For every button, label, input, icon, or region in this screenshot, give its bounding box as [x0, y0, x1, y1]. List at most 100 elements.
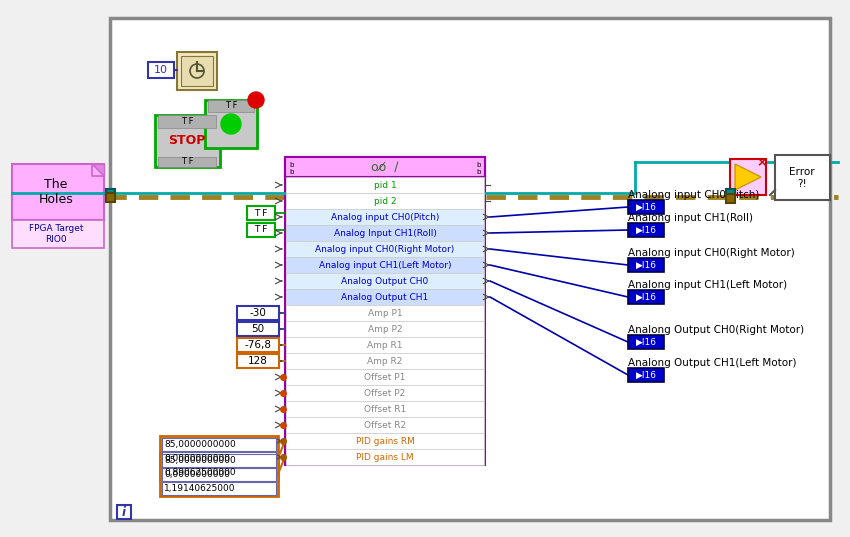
Text: pid 2: pid 2: [374, 197, 396, 206]
Bar: [181, 56, 213, 86]
Bar: [158, 115, 216, 128]
Text: 85,0000000000: 85,0000000000: [164, 439, 235, 448]
Bar: [208, 100, 254, 112]
Text: Offset P2: Offset P2: [365, 388, 405, 397]
Text: ▶I16: ▶I16: [636, 293, 656, 301]
Text: Offset P1: Offset P1: [365, 373, 405, 381]
Text: Analog Input CH1(Roll): Analog Input CH1(Roll): [333, 229, 436, 237]
Text: Amp R2: Amp R2: [367, 357, 403, 366]
Bar: [628, 258, 664, 272]
Bar: [730, 159, 766, 195]
Bar: [12, 164, 104, 220]
Text: 0,0000000000: 0,0000000000: [164, 469, 230, 478]
Bar: [628, 200, 664, 214]
Text: FPGA Target
RIO0: FPGA Target RIO0: [29, 224, 83, 244]
Text: i: i: [122, 505, 126, 519]
Text: Analong Output CH1(Left Motor): Analong Output CH1(Left Motor): [628, 358, 796, 368]
Bar: [628, 335, 664, 349]
Bar: [237, 354, 279, 368]
Text: Analong input CH1(Left Motor): Analong input CH1(Left Motor): [628, 280, 787, 290]
Text: b
b: b b: [289, 162, 293, 175]
Bar: [117, 505, 131, 519]
Bar: [286, 353, 484, 369]
Text: ×: ×: [756, 156, 768, 170]
Text: The
Holes: The Holes: [38, 178, 73, 206]
Polygon shape: [735, 164, 761, 190]
Bar: [162, 466, 276, 479]
Bar: [286, 337, 484, 353]
Bar: [286, 321, 484, 337]
Bar: [628, 223, 664, 237]
Bar: [237, 306, 279, 320]
Bar: [286, 241, 484, 257]
Bar: [286, 209, 484, 225]
Text: Analog Output CH1: Analog Output CH1: [342, 293, 428, 301]
Bar: [160, 436, 278, 480]
Bar: [286, 417, 484, 433]
Bar: [106, 193, 115, 202]
Bar: [286, 273, 484, 289]
Text: T F: T F: [254, 208, 268, 217]
Bar: [162, 454, 276, 467]
Bar: [285, 157, 485, 177]
Circle shape: [221, 114, 241, 134]
Text: Analong input CH1(Roll): Analong input CH1(Roll): [628, 213, 753, 223]
Text: PID gains LM: PID gains LM: [356, 453, 414, 461]
Bar: [286, 369, 484, 385]
Text: Analog input CH0(Pitch): Analog input CH0(Pitch): [331, 213, 439, 221]
Text: STOP: STOP: [168, 134, 206, 148]
Bar: [286, 225, 484, 241]
Text: Analog input CH0(Right Motor): Analog input CH0(Right Motor): [315, 244, 455, 253]
Text: Amp R1: Amp R1: [367, 340, 403, 350]
Text: 85,0000000000: 85,0000000000: [164, 455, 235, 465]
Bar: [158, 157, 216, 167]
Bar: [286, 305, 484, 321]
Bar: [775, 155, 830, 200]
Bar: [237, 322, 279, 336]
Bar: [628, 368, 664, 382]
Text: 50: 50: [252, 324, 264, 334]
Bar: [286, 433, 484, 449]
Bar: [286, 449, 484, 465]
Bar: [726, 189, 735, 198]
Text: T F: T F: [254, 226, 268, 235]
Text: 1,19140625000: 1,19140625000: [164, 483, 235, 492]
Text: ▶I16: ▶I16: [636, 371, 656, 380]
Circle shape: [248, 92, 264, 108]
Text: PID gains RM: PID gains RM: [355, 437, 415, 446]
Text: 0,0000000000: 0,0000000000: [164, 454, 230, 462]
Bar: [110, 18, 830, 520]
Text: Analong input CH0(Pitch): Analong input CH0(Pitch): [628, 190, 759, 200]
Bar: [247, 223, 275, 237]
Bar: [237, 338, 279, 352]
Text: Analong Output CH0(Right Motor): Analong Output CH0(Right Motor): [628, 325, 804, 335]
Text: Analong input CH0(Right Motor): Analong input CH0(Right Motor): [628, 248, 795, 258]
Bar: [628, 290, 664, 304]
Bar: [726, 194, 735, 203]
Bar: [162, 438, 276, 451]
Text: Error
?!: Error ?!: [789, 167, 815, 189]
Bar: [160, 452, 278, 496]
Bar: [177, 52, 217, 90]
Bar: [286, 401, 484, 417]
Text: ▶I16: ▶I16: [636, 337, 656, 346]
Bar: [205, 100, 257, 148]
Text: oo̸  ∕: oo̸ ∕: [371, 161, 399, 173]
Bar: [162, 468, 276, 481]
Text: T F: T F: [181, 117, 193, 126]
Text: Offset R1: Offset R1: [364, 404, 406, 413]
Text: ▶I16: ▶I16: [636, 260, 656, 270]
Bar: [286, 257, 484, 273]
Bar: [162, 452, 276, 465]
Text: Amp P1: Amp P1: [368, 308, 402, 317]
Text: Analog Output CH0: Analog Output CH0: [342, 277, 428, 286]
Text: Amp P2: Amp P2: [368, 324, 402, 333]
Polygon shape: [92, 164, 104, 176]
Bar: [285, 157, 485, 465]
Text: -76,8: -76,8: [245, 340, 271, 350]
Text: T F: T F: [181, 157, 193, 166]
Text: b
b: b b: [477, 162, 481, 175]
Bar: [162, 482, 276, 495]
Text: T F: T F: [224, 101, 237, 111]
Text: 128: 128: [248, 356, 268, 366]
